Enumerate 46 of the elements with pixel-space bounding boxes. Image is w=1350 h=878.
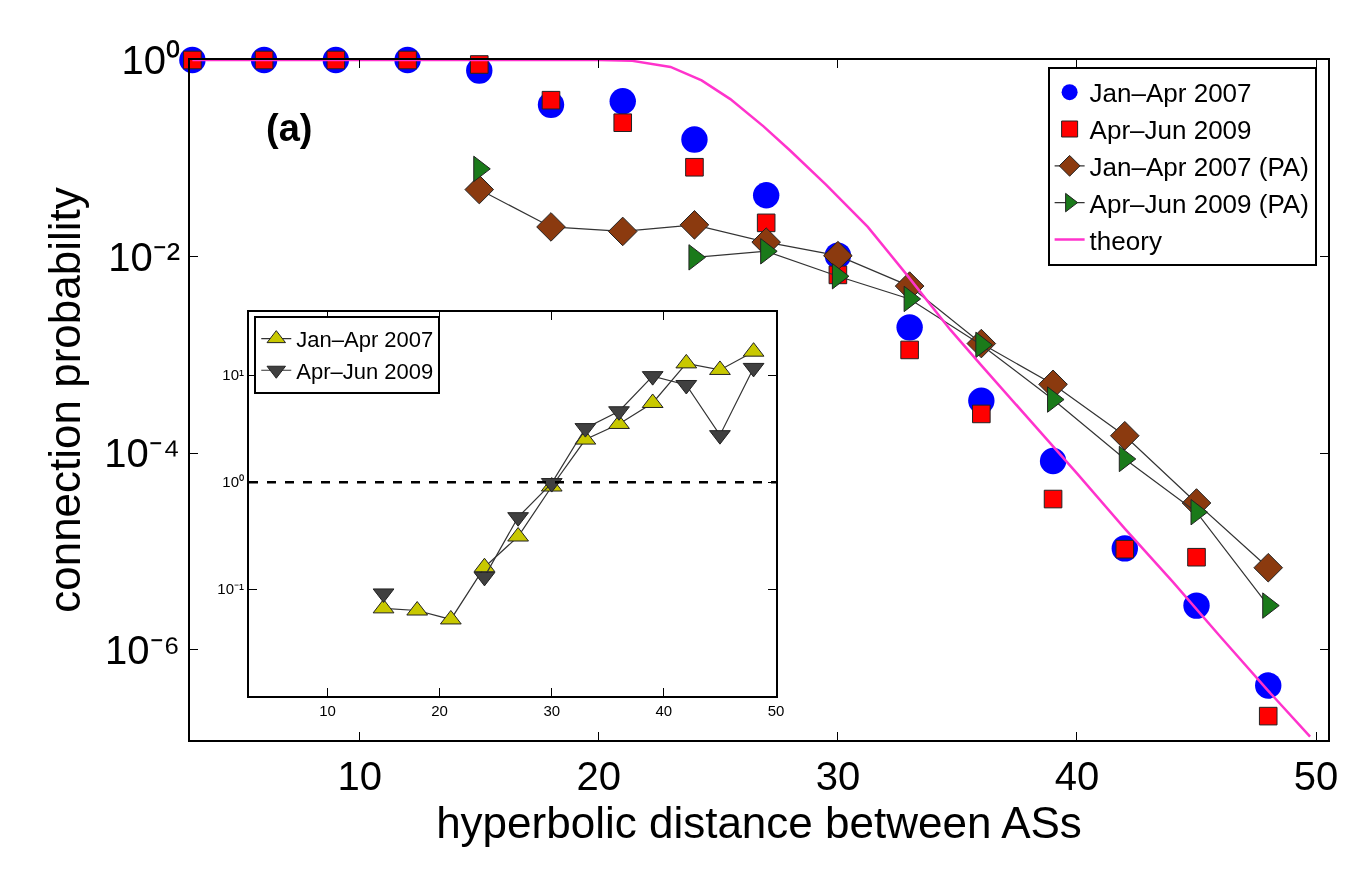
x-tick-label: 20 [576,754,622,798]
x-tick-label: 50 [767,702,785,719]
annotation: (a) [266,107,313,149]
point [607,216,638,247]
point [679,210,710,240]
legend-label: Jan–Apr 2007 [1089,78,1252,109]
x-tick-label: 10 [337,754,382,798]
y-tick-label: 10⁻⁶ [105,627,180,672]
point [756,213,776,233]
legend-label: Apr–Jun 2009 (PA) [1089,188,1309,219]
x-axis-title: hyperbolic distance between ASs [436,798,1082,847]
x-tick-label: 40 [655,702,673,719]
y-axis-title: connection probability [39,187,89,613]
point [1109,420,1140,451]
x-tick-label: 50 [1293,754,1339,798]
legend-label: theory [1089,225,1162,256]
point [972,404,991,424]
point [685,157,704,177]
point [536,212,566,242]
point [1187,547,1206,567]
point [752,182,780,209]
point [1039,447,1067,475]
y-tick-label: 10⁻⁴ [104,431,180,476]
x-tick-label: 20 [431,702,448,719]
y-tick-label: 10⁰ [222,473,244,491]
legend-label: Apr–Jun 2009 [1089,115,1252,146]
point [1043,489,1063,509]
point [896,314,923,341]
x-tick-label: 40 [1054,754,1100,798]
y-tick-label: 10¹ [222,366,244,384]
point [464,174,495,205]
y-tick-label: 10⁻² [108,234,180,279]
x-tick-label: 30 [543,702,561,719]
point [1253,552,1284,583]
point [609,88,636,115]
point [900,340,919,360]
x-tick-label: 30 [815,754,861,798]
x-tick-label: 10 [319,702,336,719]
legend-label: Apr–Jun 2009 [296,358,434,384]
y-tick-label: 10⁰ [121,38,180,82]
legend-label: Jan–Apr 2007 [296,327,434,353]
point [681,126,708,153]
legend-label: Jan–Apr 2007 (PA) [1089,151,1309,182]
point [613,113,633,133]
y-tick-label: 10⁻¹ [217,580,244,598]
point [1258,706,1278,726]
